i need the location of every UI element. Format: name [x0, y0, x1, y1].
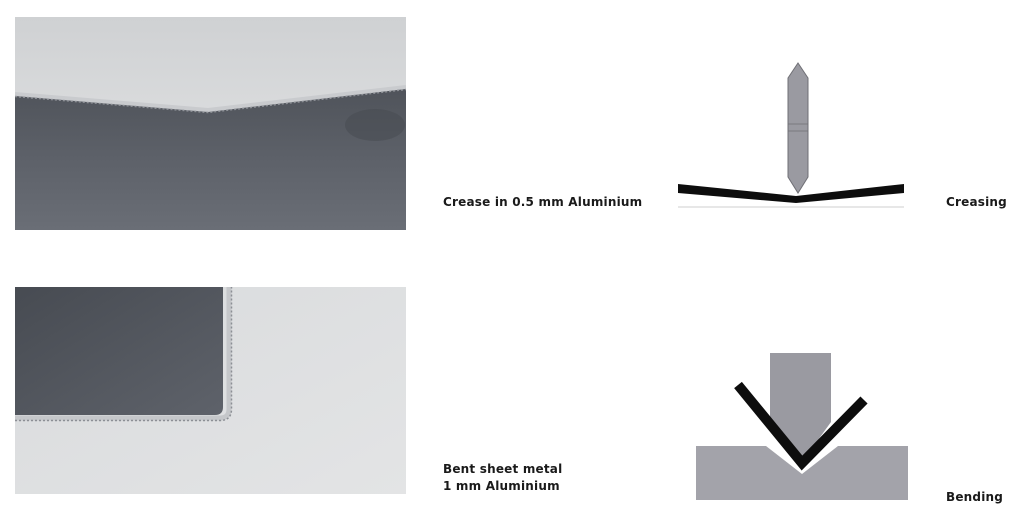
sheet-shape: [678, 184, 904, 203]
bent-sheet-caption-line-1: Bent sheet metal: [443, 462, 563, 476]
bending-caption: Bending: [946, 490, 1004, 504]
bent-sheet-photo: [15, 287, 406, 494]
bent-sheet-shape: [734, 381, 868, 471]
bending-diagram: [696, 350, 908, 502]
creasing-diagram: [676, 60, 906, 210]
crease-photo: [15, 17, 406, 230]
bent-sheet-caption-line-2: 1 mm Aluminium: [443, 479, 560, 493]
creasing-caption: Creasing: [946, 195, 1007, 209]
crease-blade-shape: [787, 62, 809, 194]
crease-photo-caption: Crease in 0.5 mm Aluminium: [443, 195, 643, 209]
